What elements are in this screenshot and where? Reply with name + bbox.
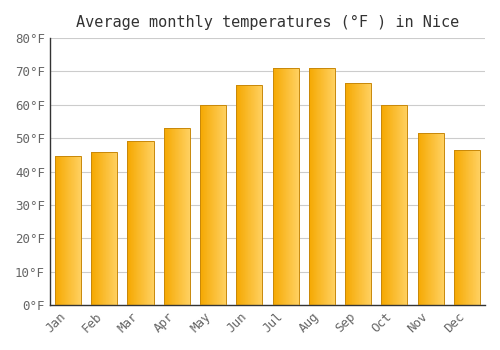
Bar — [128, 141, 154, 305]
Bar — [454, 149, 480, 305]
Bar — [236, 85, 262, 305]
Bar — [382, 105, 407, 305]
Bar — [91, 152, 118, 305]
Bar — [200, 105, 226, 305]
Title: Average monthly temperatures (°F ) in Nice: Average monthly temperatures (°F ) in Ni… — [76, 15, 459, 30]
Bar — [309, 68, 335, 305]
Bar — [55, 156, 81, 305]
Bar — [418, 133, 444, 305]
Bar — [272, 68, 298, 305]
Bar — [345, 83, 371, 305]
Bar — [164, 127, 190, 305]
